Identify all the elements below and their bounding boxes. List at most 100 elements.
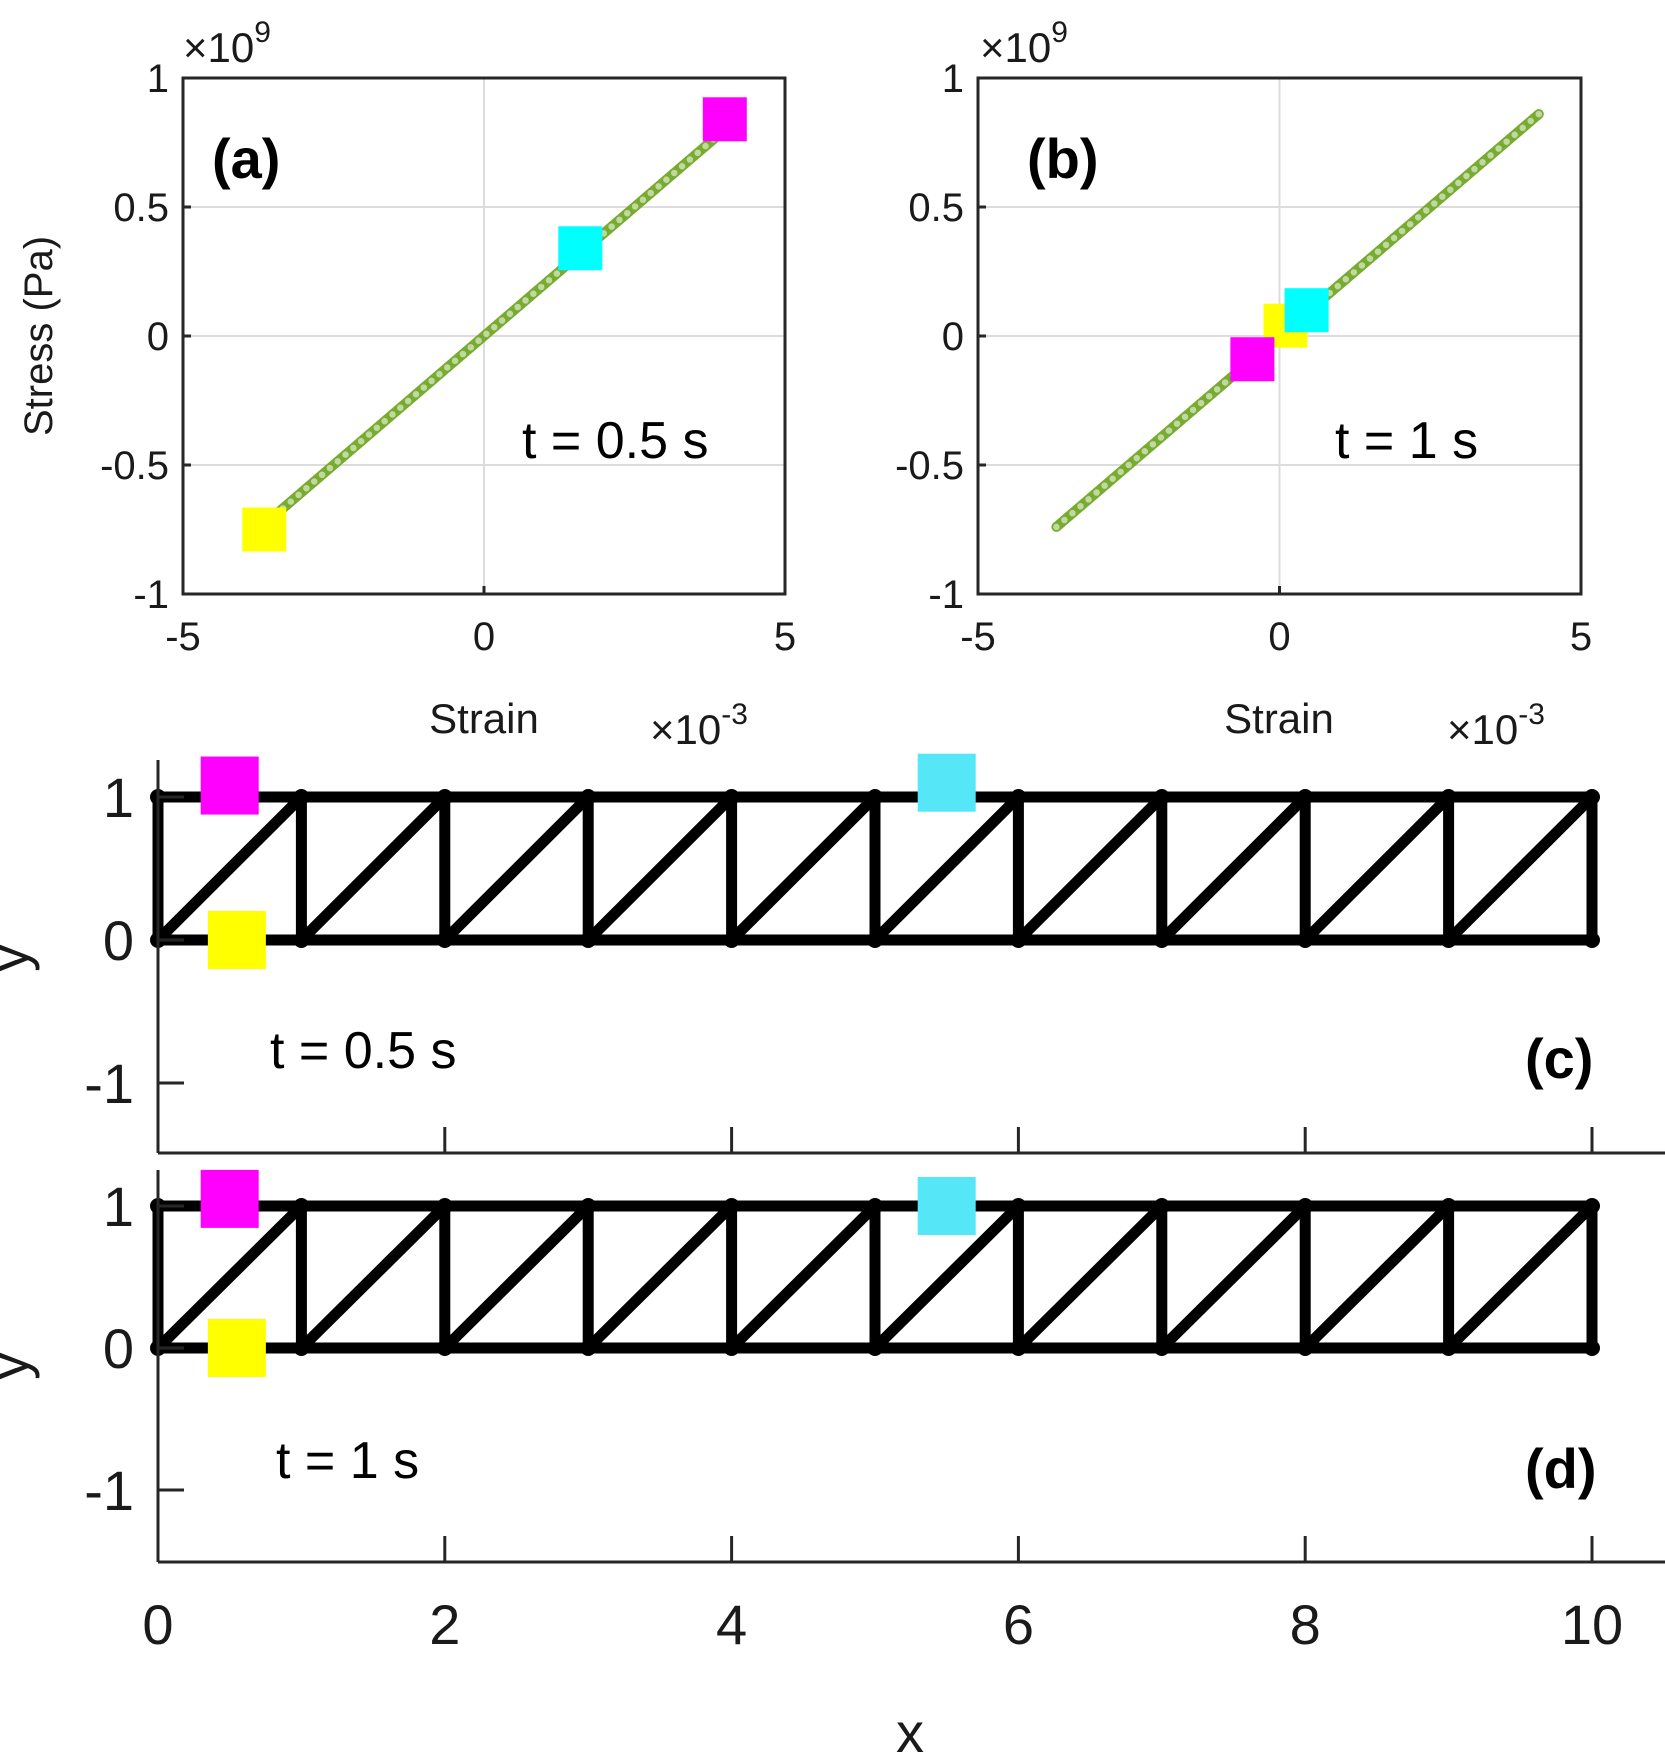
panel-b-xlabel: Strain <box>1224 695 1334 742</box>
data-point <box>387 409 398 420</box>
data-point <box>325 463 335 473</box>
marker-square <box>207 1319 266 1377</box>
truss-node <box>723 789 740 805</box>
truss-diagonal <box>726 791 881 946</box>
data-point <box>677 161 687 171</box>
truss-node <box>293 1198 310 1214</box>
panel-b: -1 -0.5 0 0.5 1 -5 0 5 ×109 ×10-3 Strain (b) t… <box>895 16 1592 753</box>
truss-diagonal <box>1443 1200 1598 1354</box>
data-point <box>536 282 546 292</box>
data-point <box>1469 164 1480 174</box>
x-tick-label: 10 <box>1561 1593 1623 1656</box>
truss-node <box>723 1340 740 1356</box>
x-tick-label: 8 <box>1290 1593 1321 1656</box>
x-tick-label: 5 <box>774 615 796 659</box>
data-point <box>340 449 351 460</box>
data-point <box>1357 260 1367 271</box>
data-point <box>442 362 453 373</box>
data-point <box>1453 178 1464 188</box>
panel-d-markers <box>200 1169 976 1377</box>
data-point <box>1164 425 1174 436</box>
data-point <box>622 208 633 218</box>
panel-a: -1 -0.5 0 0.5 1 -5 0 5 ×109 ×10-3 Strain Stres… <box>17 16 796 753</box>
truss-node <box>1584 932 1600 948</box>
data-point <box>379 416 390 426</box>
truss-node <box>1440 1198 1457 1214</box>
data-point <box>661 174 672 185</box>
data-point <box>528 288 539 299</box>
truss-diagonal <box>726 1200 881 1354</box>
panel-c-truss <box>150 789 1600 948</box>
panel-d-ylabel: y <box>0 1352 40 1380</box>
data-point <box>1509 130 1520 140</box>
truss-node <box>1153 789 1170 805</box>
data-point <box>544 275 554 286</box>
marker-square <box>1284 288 1329 333</box>
data-point <box>1212 384 1222 395</box>
truss-node <box>580 1198 597 1214</box>
data-point <box>1075 501 1086 512</box>
truss-diagonal <box>295 1200 451 1354</box>
data-point <box>356 436 366 447</box>
truss-node <box>436 789 453 805</box>
panel-c-annotation: t = 0.5 s <box>270 1022 456 1080</box>
truss-node <box>1010 789 1027 805</box>
panel-a-x-exponent: ×10-3 <box>650 698 748 753</box>
truss-node <box>1010 932 1027 948</box>
data-point <box>1132 453 1142 463</box>
truss-diagonal <box>152 1200 307 1354</box>
panel-c-axes: -1 0 1 <box>84 760 1665 1155</box>
panel-c-markers <box>200 753 976 969</box>
data-point <box>1413 212 1423 223</box>
panel-b-y-exponent: ×109 <box>980 16 1068 71</box>
truss-node <box>1297 789 1314 805</box>
data-point <box>1115 467 1126 477</box>
data-point <box>372 423 382 433</box>
data-point <box>348 443 359 453</box>
data-point <box>1172 418 1182 429</box>
data-point <box>286 496 296 507</box>
data-point <box>489 322 499 332</box>
data-point <box>1389 233 1399 243</box>
truss-diagonal <box>439 1200 594 1354</box>
truss-diagonal <box>295 791 451 946</box>
y-tick-label: 0 <box>942 315 964 359</box>
data-point <box>1204 391 1214 401</box>
marker-square <box>200 1169 259 1228</box>
truss-node <box>1010 1198 1027 1214</box>
truss-node <box>723 1198 740 1214</box>
data-point <box>1188 405 1198 415</box>
x-tick-label: 2 <box>429 1593 460 1656</box>
truss-node <box>1297 1340 1314 1356</box>
panel-a-markers <box>242 97 747 552</box>
data-point <box>426 376 437 386</box>
truss-diagonal <box>439 791 594 946</box>
data-point <box>1083 494 1094 505</box>
y-tick-label: -0.5 <box>895 444 964 488</box>
data-point <box>332 456 343 467</box>
data-point <box>1429 198 1440 209</box>
y-tick-label: 1 <box>942 57 964 101</box>
y-tick-label: 0 <box>103 1317 134 1380</box>
data-point <box>1140 446 1150 456</box>
data-point <box>700 141 711 151</box>
data-point <box>1349 267 1359 278</box>
panel-c: -1 0 1 y t = 0.5 s (c) <box>0 753 1665 1155</box>
data-point <box>653 181 664 192</box>
marker-square <box>702 97 747 142</box>
data-point <box>1051 522 1062 532</box>
data-point <box>309 476 319 487</box>
panel-a-ylabel: Stress (Pa) <box>17 236 61 436</box>
x-tick-label: 4 <box>716 1593 747 1656</box>
truss-node <box>1584 1198 1600 1214</box>
panel-a-xlabel: Strain <box>429 695 539 742</box>
y-tick-label: -1 <box>928 573 964 617</box>
marker-square <box>207 911 266 969</box>
y-tick-label: 1 <box>103 1175 134 1238</box>
data-point <box>630 201 640 212</box>
truss-diagonal <box>1156 791 1311 946</box>
data-point <box>1156 432 1166 443</box>
data-point <box>1107 474 1118 484</box>
data-point <box>1485 150 1496 161</box>
